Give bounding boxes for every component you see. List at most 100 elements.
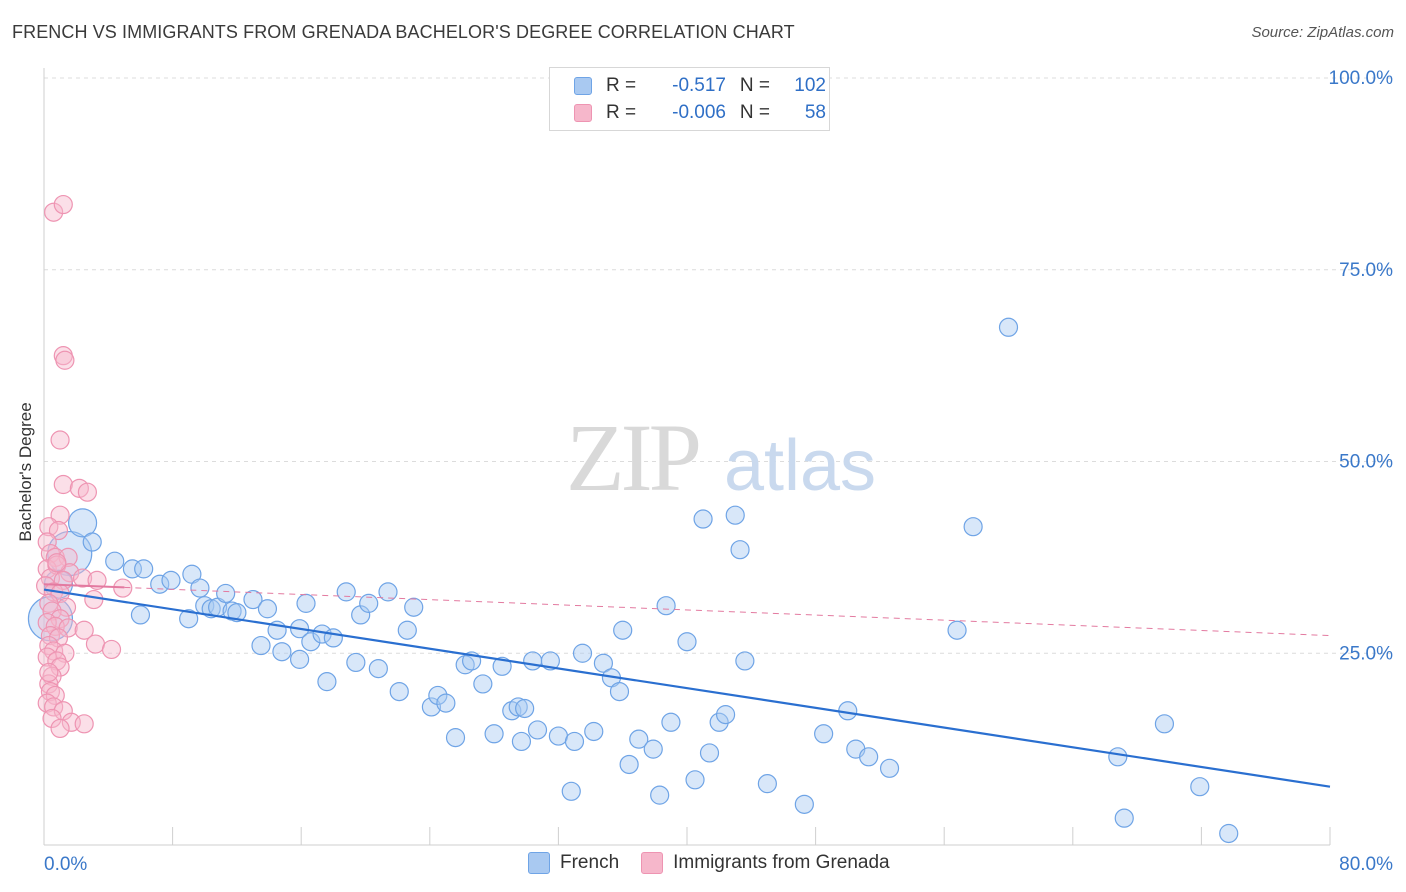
french-point xyxy=(564,731,585,752)
french-point xyxy=(134,559,154,579)
french-point xyxy=(122,559,143,579)
legend-item-grenada[interactable]: Immigrants from Grenada xyxy=(641,852,890,874)
french-point xyxy=(1154,714,1175,734)
french-point xyxy=(67,508,98,538)
legend-label-french: French xyxy=(560,852,620,873)
french-point xyxy=(661,712,681,732)
legend-swatch-french xyxy=(528,852,550,874)
french-point xyxy=(428,685,448,706)
y-tick-label: 100.0% xyxy=(1329,68,1394,89)
watermark: ZIP atlas xyxy=(566,404,876,511)
french-point xyxy=(511,731,532,752)
french-point xyxy=(397,620,417,640)
french-point xyxy=(613,620,633,640)
french-point xyxy=(201,599,221,619)
watermark-zip: ZIP xyxy=(566,404,699,511)
grenada-point xyxy=(58,547,78,567)
french-point xyxy=(323,628,343,648)
french-point xyxy=(794,794,814,814)
french-point xyxy=(272,642,292,662)
french-point xyxy=(216,583,236,604)
french-point xyxy=(757,774,777,794)
trend-line-grenada-solid xyxy=(43,583,125,589)
grenada-point xyxy=(44,202,64,222)
grenada-point xyxy=(87,570,107,590)
french-point xyxy=(179,609,199,629)
french-point xyxy=(492,656,512,676)
x-tick-labels: 0.0% 80.0% xyxy=(44,854,1393,875)
legend-n-value: 102 xyxy=(794,75,826,96)
french-point xyxy=(389,681,409,702)
series-grenada xyxy=(36,194,133,739)
french-point xyxy=(963,517,983,537)
french-point xyxy=(515,698,535,719)
grenada-point xyxy=(56,597,77,617)
french-point xyxy=(243,589,263,610)
y-tick-label: 75.0% xyxy=(1339,260,1393,281)
legend-r-value: -0.517 xyxy=(672,75,726,96)
french-point xyxy=(643,739,663,759)
french-point xyxy=(436,693,456,713)
grenada-point xyxy=(58,618,78,638)
y-axis-label: Bachelor's Degree xyxy=(16,402,35,542)
french-point xyxy=(105,551,125,571)
grenada-point xyxy=(74,620,94,640)
trend-line-french xyxy=(43,588,1331,788)
legend-n-label: N = xyxy=(739,102,770,123)
french-point xyxy=(227,602,247,623)
french-point xyxy=(257,599,278,619)
french-point xyxy=(346,652,366,673)
french-point xyxy=(693,509,713,529)
y-tick-labels: 100.0% 75.0% 50.0% 25.0% xyxy=(1329,68,1394,664)
legend-n-label: N = xyxy=(739,75,770,96)
axes xyxy=(43,68,1331,846)
legend-item-french[interactable]: French xyxy=(528,852,619,874)
series-french xyxy=(27,317,1239,844)
french-point xyxy=(317,672,337,692)
trend-lines xyxy=(43,583,1331,788)
french-point xyxy=(351,605,371,625)
french-point xyxy=(879,758,900,778)
french-point xyxy=(523,651,543,671)
french-point xyxy=(296,593,316,613)
french-point xyxy=(725,505,745,525)
grenada-point xyxy=(55,350,75,370)
french-point xyxy=(336,582,356,602)
french-point xyxy=(251,635,271,656)
grenada-point xyxy=(39,517,59,537)
grenada-point xyxy=(40,626,61,646)
french-point xyxy=(359,593,379,613)
french-point xyxy=(548,726,569,746)
grenada-point xyxy=(50,430,70,450)
french-point xyxy=(619,754,639,775)
grenada-point xyxy=(39,662,59,683)
french-point xyxy=(150,574,170,594)
french-point xyxy=(572,643,593,663)
source-label: Source: ZipAtlas.com xyxy=(1251,24,1394,41)
legend-r-value: -0.006 xyxy=(672,102,726,123)
french-point xyxy=(584,721,604,742)
grenada-point xyxy=(48,520,69,541)
grenada-point xyxy=(77,482,98,502)
french-point xyxy=(859,747,879,767)
series-legend: French Immigrants from Grenada xyxy=(528,852,912,874)
legend-swatch-grenada xyxy=(641,852,664,874)
legend-row-french: R = -0.517 N = 102 xyxy=(574,73,826,99)
french-point xyxy=(1114,808,1134,828)
french-point xyxy=(190,578,210,598)
grenada-point xyxy=(42,708,62,729)
gridlines xyxy=(44,77,1395,654)
y-tick-label: 50.0% xyxy=(1339,452,1393,473)
grenada-point xyxy=(39,674,59,694)
grenada-point xyxy=(72,568,93,588)
french-point xyxy=(1219,823,1239,844)
chart-title: FRENCH VS IMMIGRANTS FROM GRENADA BACHEL… xyxy=(12,22,795,42)
legend-r-label: R = xyxy=(606,75,637,96)
french-point xyxy=(508,697,528,717)
x-tick-label-max: 80.0% xyxy=(1339,854,1393,875)
grenada-point xyxy=(85,634,106,654)
french-point xyxy=(629,729,649,749)
legend-r-label: R = xyxy=(606,102,637,123)
watermark-atlas: atlas xyxy=(724,426,876,506)
